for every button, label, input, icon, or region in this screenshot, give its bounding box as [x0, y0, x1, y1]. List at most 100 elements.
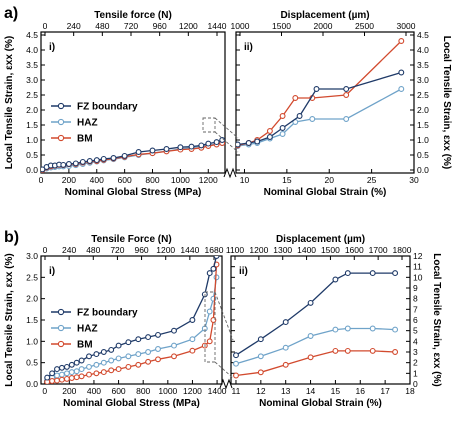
panel-2-point-bm: [266, 128, 273, 134]
panel-4-y-tick-label: 10: [413, 272, 423, 282]
panel-4-top-tick-label: 1800: [393, 245, 412, 255]
panel-1-x-tick-label: 600: [118, 175, 132, 185]
panel-2-x-axis-label: Nominal Global Strain (%): [264, 187, 387, 198]
panel-4-x-tick-label: 12: [256, 386, 266, 396]
panel-1-legend-marker: [57, 102, 65, 110]
panel-1-top-tick-label: 960: [153, 21, 167, 31]
panel-4-top-tick-label: 1300: [273, 245, 292, 255]
panel-3-x-axis-label: Nominal Global Stress (MPa): [63, 398, 200, 409]
panel-2-top-tick-label: 2000: [314, 21, 333, 31]
panel-1-point-fz-boundary: [65, 161, 72, 167]
panel-1-point-fz-boundary: [41, 166, 46, 173]
panel-2-y-tick-label: 1.5: [417, 120, 429, 130]
panel-4-y-tick-label: 0: [413, 379, 418, 389]
panel-3-top-tick-label: 0: [43, 245, 48, 255]
panel-3-point-haz: [145, 349, 152, 355]
panel-1-x-axis-label: Nominal Global Stress (MPa): [65, 187, 202, 198]
zoom-connector-b-bottom: [214, 361, 234, 379]
panel-3-top-tick-label: 240: [62, 245, 76, 255]
panel-2-y-tick-label: 2.0: [417, 105, 429, 115]
panel-4-point-fz-boundary: [344, 270, 351, 277]
panel-1-top-tick-label: 1200: [179, 21, 198, 31]
panel-3-point-fz-boundary: [44, 374, 51, 381]
axis-break-a: [223, 167, 237, 179]
panel-3-point-bm: [115, 366, 122, 373]
panel-4-x-axis-label: Nominal Global Strain (%): [259, 398, 382, 409]
panel-4-top-tick-label: 1200: [249, 245, 268, 255]
panel-4-point-haz: [307, 333, 314, 339]
panel-2-x-tick-label: 20: [325, 175, 335, 185]
panel-1-y-tick-label: 1.0: [26, 135, 38, 145]
panel-1-point-fz-boundary: [86, 158, 93, 164]
panel-1-point-fz-boundary: [198, 142, 205, 149]
panel-2-y-axis-label: Local Tensile Strain, εxx (%): [441, 36, 452, 170]
panel-3-x-tick-label: 400: [87, 386, 101, 396]
panel-2-point-fz-boundary: [296, 113, 303, 119]
panel-3-y-axis-label: Local Tensile Strain, εxx (%): [4, 253, 15, 387]
panel-2-point-haz: [309, 116, 316, 122]
panel-3-top-tick-label: 1680: [205, 245, 224, 255]
panel-3-panel-letter: b): [4, 229, 19, 246]
panel-4-top-tick-label: 1100: [226, 245, 245, 255]
panel-2-frame: [235, 31, 415, 174]
panel-1-point-fz-boundary: [188, 143, 195, 150]
panel-2-y-tick-label: 1.0: [417, 135, 429, 145]
panel-1-top-axis-label: Tensile force (N): [94, 10, 172, 21]
panel-3-y-tick-label: 2.0: [26, 294, 38, 304]
panel-2-top-tick-label: 1500: [272, 21, 291, 31]
panel-2-top-tick-label: 2500: [355, 21, 374, 31]
panel-2-y-tick-label: 4.5: [417, 30, 429, 40]
panel-4-y-tick-label: 11: [413, 262, 422, 272]
panel-3-point-fz-boundary: [213, 256, 220, 259]
panel-4-y-tick-label: 6: [413, 315, 418, 325]
panel-3-index-label: i): [49, 266, 55, 277]
panel-4-point-haz: [332, 326, 339, 333]
panel-4-point-bm: [332, 347, 339, 354]
panel-4-x-tick-label: 17: [380, 386, 390, 396]
panel-3-top-tick-label: 960: [134, 245, 148, 255]
panel-3-point-bm: [49, 378, 56, 384]
panel-3-point-bm: [135, 361, 142, 368]
panel-1-point-fz-boundary: [72, 160, 79, 167]
panel-1-y-tick-label: 2.5: [26, 90, 38, 100]
panel-2-point-fz-boundary: [343, 86, 350, 92]
panel-1-top-tick-label: 1440: [208, 21, 227, 31]
panel-4-y-tick-label: 7: [413, 304, 418, 314]
panel-1-y-tick-label: 4.5: [26, 30, 38, 40]
panel-4-x-tick-label: 13: [281, 386, 291, 396]
panel-2-y-tick-label: 0.0: [417, 165, 429, 175]
panel-1-x-tick-label: 0: [39, 175, 44, 185]
panel-2-x-tick-label: 25: [367, 175, 377, 185]
panel-1-x-tick-label: 1000: [171, 175, 190, 185]
panel-3-point-bm: [93, 370, 100, 377]
panel-4-x-tick-label: 11: [232, 386, 241, 396]
panel-2-point-bm: [343, 92, 350, 98]
panel-1-x-tick-label: 200: [62, 175, 76, 185]
panel-3-top-tick-label: 1440: [180, 245, 199, 255]
panel-3-point-bm: [54, 377, 60, 384]
panel-3-point-bm: [108, 367, 115, 374]
panel-3-point-fz-boundary: [100, 349, 107, 355]
panel-3-x-tick-label: 600: [111, 386, 125, 396]
panel-4-point-fz-boundary: [307, 299, 314, 306]
panel-3-point-bm: [63, 375, 70, 382]
panel-1-point-fz-boundary: [205, 140, 212, 147]
zoom-connector-b-top: [214, 291, 234, 341]
panel-3-point-bm: [145, 358, 152, 365]
panel-2-point-haz: [343, 116, 350, 122]
panel-4-y-tick-label: 2: [413, 358, 418, 368]
panel-4-x-tick-label: 15: [331, 386, 341, 396]
panel-4-y-tick-label: 12: [413, 251, 423, 261]
panel-3-x-tick-label: 800: [136, 386, 150, 396]
panel-1-y-tick-label: 3.5: [26, 60, 38, 70]
panel-3-x-tick-label: 1000: [158, 386, 177, 396]
panel-2-point-fz-boundary: [236, 141, 241, 148]
panel-1-legend-marker: [57, 134, 65, 142]
panel-4-top-tick-label: 1500: [321, 245, 340, 255]
panel-4-y-tick-label: 1: [413, 368, 418, 378]
panel-1-point-fz-boundary: [110, 155, 117, 161]
panel-2-y-tick-label: 2.5: [417, 90, 429, 100]
panel-4-series-line-bm: [235, 350, 396, 377]
panel-3-point-fz-boundary: [49, 370, 56, 377]
panel-2-point-haz: [279, 131, 286, 137]
